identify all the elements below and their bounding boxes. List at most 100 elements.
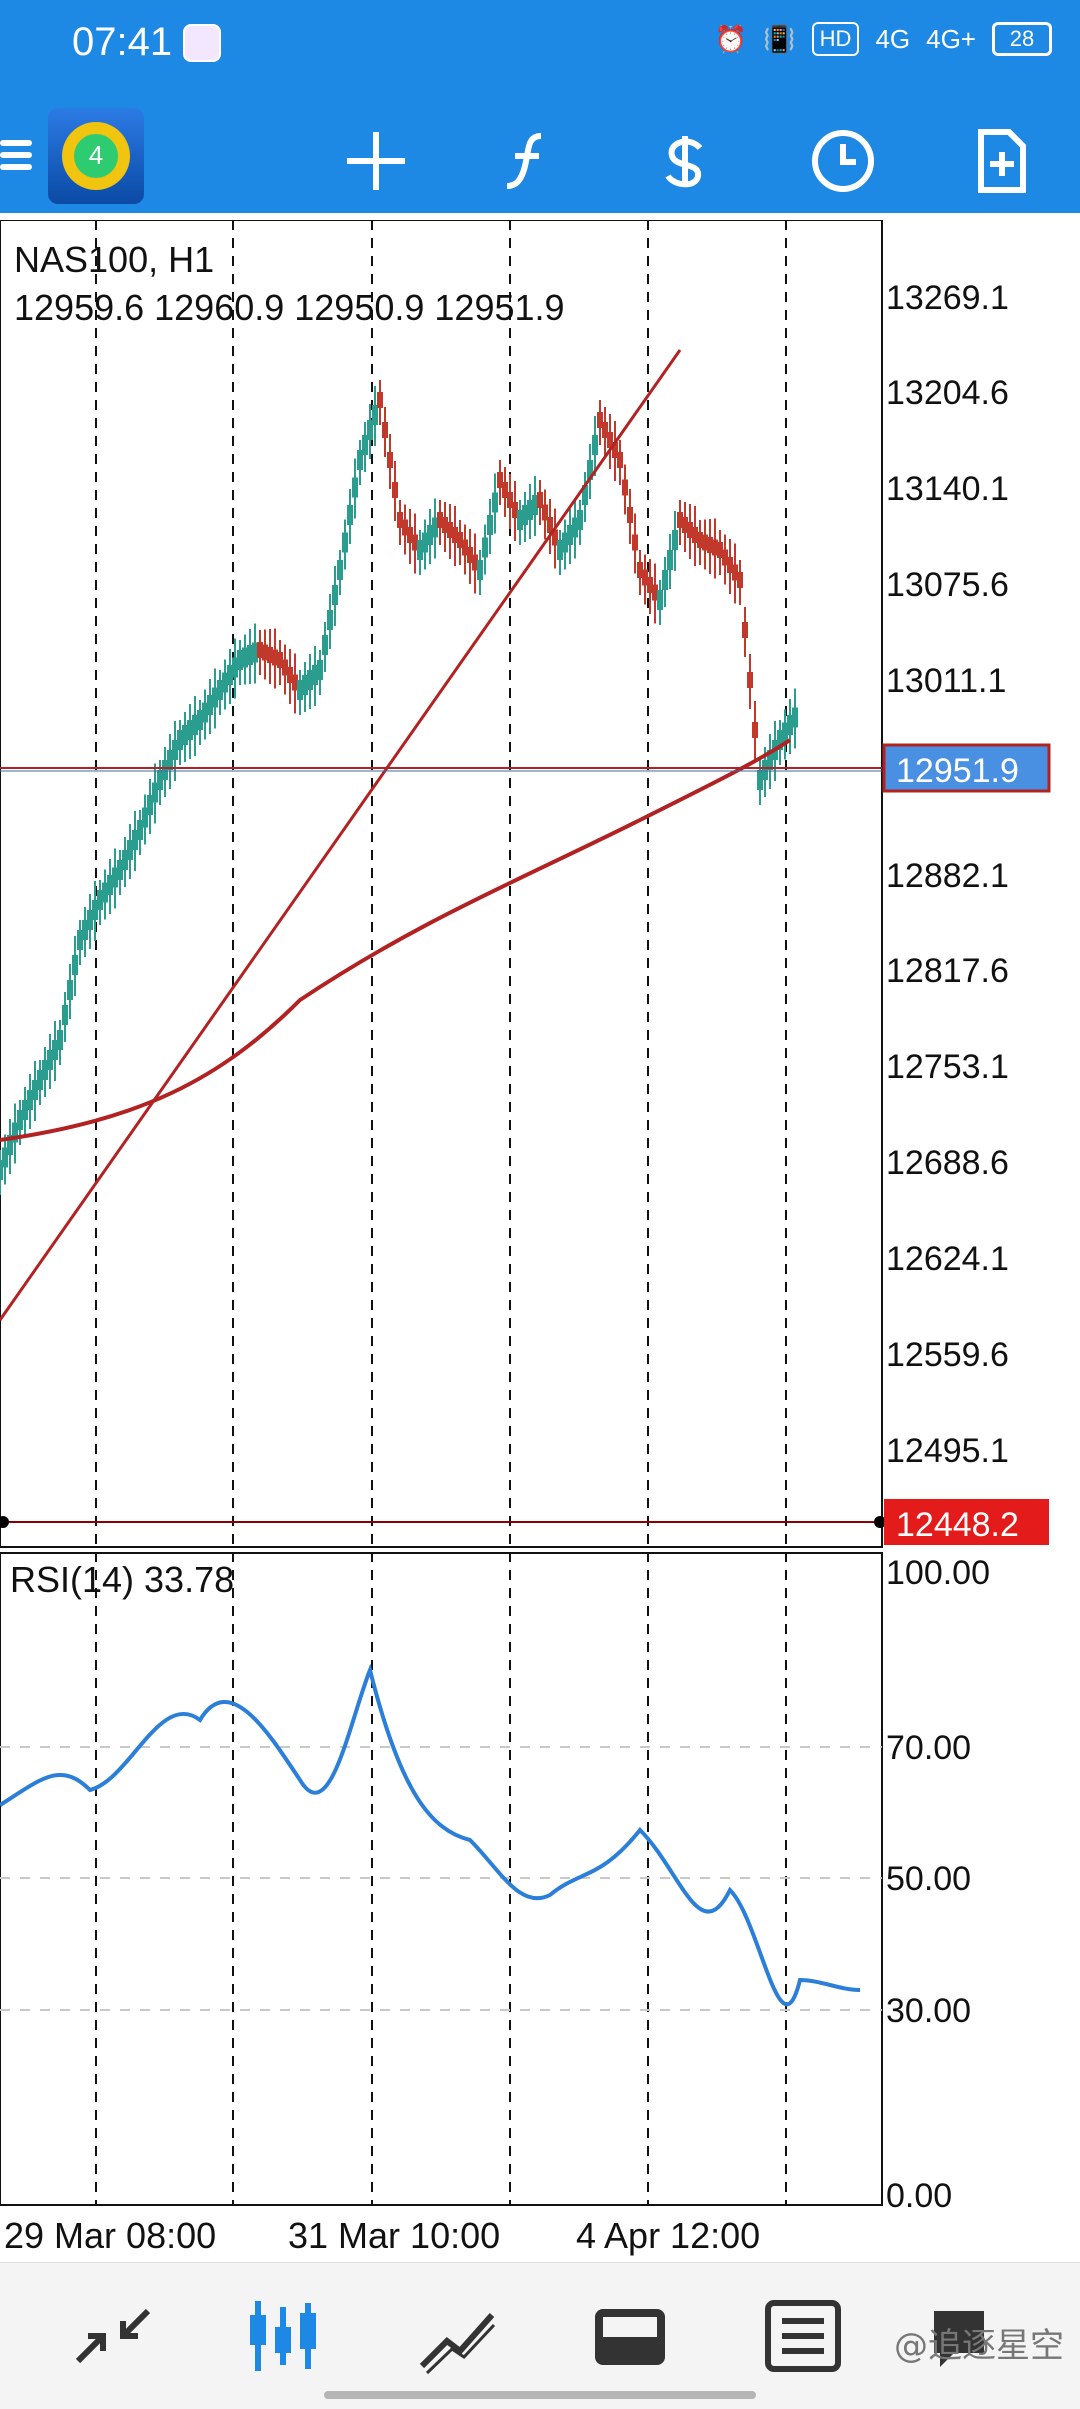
candle-body [332, 585, 338, 605]
ohlc-readout: 12959.6 12960.9 12950.9 12951.9 [14, 287, 565, 328]
candle-body [627, 507, 633, 523]
candle-body [667, 550, 673, 570]
candle-body [162, 760, 168, 780]
candle-body [212, 687, 218, 708]
quotes-icon[interactable] [68, 2291, 158, 2381]
candle-body [72, 955, 78, 975]
candle-body [567, 525, 573, 545]
menu-icon[interactable] [0, 134, 32, 180]
candle-body [527, 500, 533, 520]
crosshair-icon[interactable] [341, 126, 411, 196]
candle-body [467, 547, 473, 563]
candle-body [67, 980, 73, 1000]
candles [0, 380, 798, 1195]
candle-body [42, 1060, 48, 1080]
candle-body [107, 875, 113, 895]
level-handle-left[interactable] [0, 1516, 9, 1528]
candle-body [347, 505, 353, 525]
candle-body [537, 492, 543, 508]
candle-body [662, 570, 668, 590]
candle-body [512, 502, 518, 518]
candle-body [227, 665, 233, 685]
candle-body [722, 549, 728, 566]
battery-level: 28 [1009, 26, 1035, 51]
price-tick-label: 12882.1 [886, 857, 1009, 895]
candle-body [152, 782, 158, 803]
candle-body [617, 452, 623, 468]
candle-body [517, 510, 523, 530]
rsi-tick-label: 70.00 [886, 1729, 971, 1767]
candle-body [87, 910, 93, 930]
candle-body [652, 584, 658, 601]
level-handle-right[interactable] [874, 1516, 886, 1528]
candle-body [257, 642, 263, 658]
candle-body [432, 517, 438, 538]
price-tick-label: 12624.1 [886, 1240, 1009, 1278]
clock-icon[interactable] [808, 126, 878, 196]
candle-body [147, 795, 153, 815]
messages-icon[interactable] [914, 2291, 1004, 2381]
candle-body [762, 760, 768, 780]
candle-body [777, 730, 783, 750]
trendline[interactable] [0, 349, 682, 1321]
candle-body [427, 525, 433, 545]
candle-body [177, 730, 183, 750]
candle-body [277, 652, 283, 668]
candle-body [637, 562, 643, 578]
moving-average-line [0, 738, 792, 1142]
candle-body [767, 750, 773, 770]
candle-body [2, 1147, 8, 1168]
candle-body [62, 1005, 68, 1025]
price-tick-label: 13011.1 [886, 662, 1006, 700]
candle-body [297, 680, 303, 700]
status-app-icon [183, 24, 221, 62]
candle-body [547, 517, 553, 533]
candle-body [112, 867, 118, 888]
candle-body [487, 515, 493, 535]
candle-body [632, 534, 638, 551]
price-tick-label: 12817.6 [886, 952, 1009, 990]
new-document-icon[interactable] [965, 126, 1035, 196]
candle-body [117, 860, 123, 880]
candle-body [522, 505, 528, 525]
candle-body [422, 532, 428, 553]
candle-body [362, 435, 368, 455]
candle-body [102, 882, 108, 903]
news-icon[interactable] [758, 2291, 848, 2381]
candle-body [622, 479, 628, 496]
candle-body [727, 557, 733, 573]
candle-body [397, 512, 403, 528]
history-icon[interactable] [585, 2291, 675, 2381]
candle-body [612, 442, 618, 458]
signal-4gplus: 4G+ [926, 23, 976, 54]
home-indicator[interactable] [324, 2391, 756, 2399]
trade-icon[interactable] [412, 2291, 502, 2381]
candle-body [132, 830, 138, 850]
candle-body [502, 482, 508, 498]
function-icon[interactable] [497, 126, 567, 196]
candle-body [757, 770, 763, 790]
candle-body [497, 472, 503, 488]
candle-body [322, 635, 328, 655]
candle-body [732, 564, 738, 581]
candle-body [392, 482, 398, 498]
candle-body [597, 412, 603, 428]
chart-canvas[interactable]: 13269.1 13204.6 13140.1 13075.6 13011.1 12882… [0, 220, 1080, 2260]
price-tick-label: 12753.1 [886, 1048, 1009, 1086]
candle-body [197, 710, 203, 730]
candle-body [172, 740, 178, 760]
candle-body [272, 649, 278, 666]
candle-body [377, 392, 383, 408]
candle-body [317, 660, 323, 680]
candle-body [127, 840, 133, 860]
candle-body [747, 672, 753, 688]
main-chart-panel[interactable] [0, 220, 883, 1548]
currency-icon[interactable] [650, 126, 720, 196]
candle-body [437, 512, 443, 528]
candle-body [47, 1050, 53, 1070]
app-logo[interactable]: 4 [48, 108, 144, 204]
candle-body [402, 519, 408, 536]
candle-body [192, 715, 198, 735]
candle-body [672, 530, 678, 550]
chart-icon[interactable] [238, 2291, 328, 2381]
